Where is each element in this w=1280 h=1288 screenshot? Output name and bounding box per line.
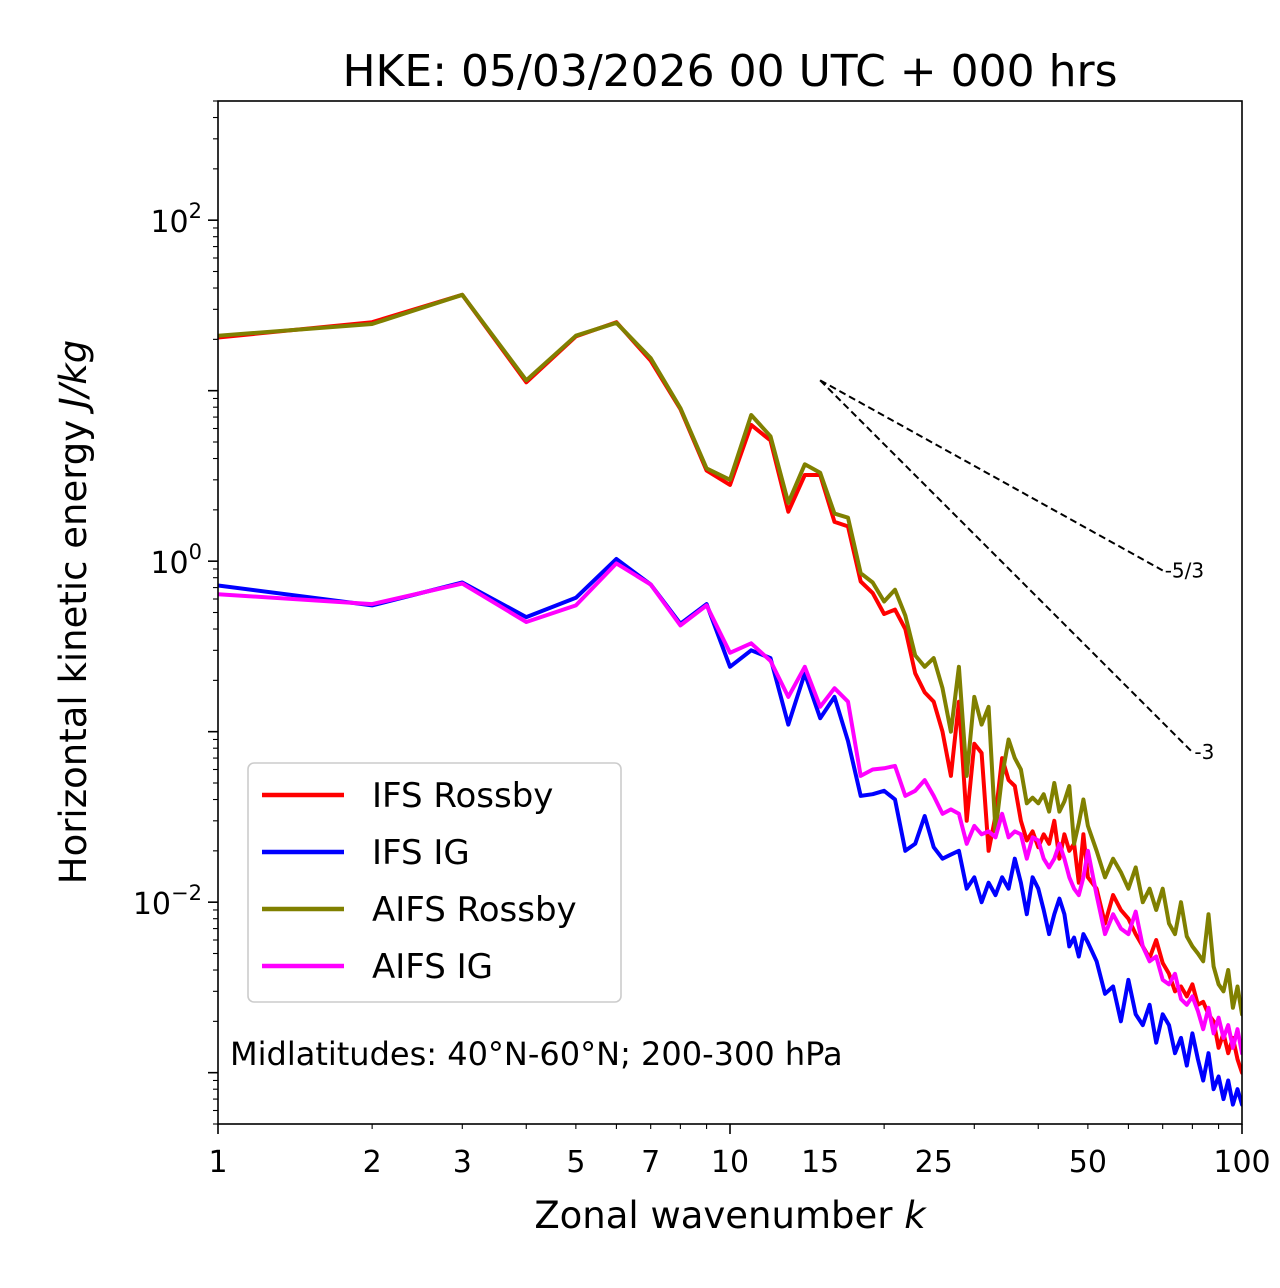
y-tick-label: 100: [150, 540, 202, 581]
y-tick-label: 102: [150, 199, 202, 240]
y-axis-ticks: 102 100 10−2: [133, 100, 218, 1125]
x-tick-label: 25: [915, 1145, 953, 1180]
y-axis-title-unit: J/kg: [52, 340, 95, 415]
x-axis-ticks: 1 2 3 5 7 10 15 25 50 100: [208, 1124, 1271, 1180]
legend-frame: [247, 762, 622, 1003]
x-tick-label: 5: [566, 1145, 585, 1180]
y-axis-title-text: Horizontal kinetic energy: [52, 408, 95, 884]
region-annotation: Midlatitudes: 40°N-60°N; 200-300 hPa: [230, 1035, 843, 1073]
y-tick-label: 10−2: [133, 881, 202, 922]
legend: IFS Rossby IFS IG AIFS Rossby AIFS IG: [247, 762, 622, 1003]
x-axis-title-var: k: [904, 1194, 927, 1237]
x-tick-label: 15: [801, 1145, 839, 1180]
x-tick-label: 50: [1069, 1145, 1107, 1180]
x-axis-title: Zonal wavenumber k: [534, 1194, 927, 1237]
x-axis-title-text: Zonal wavenumber: [534, 1194, 904, 1237]
series-line-aifs-rossby: [218, 292, 1242, 1017]
x-tick-label: 7: [641, 1145, 660, 1180]
x-tick-label: 100: [1213, 1145, 1270, 1180]
reference-lines: -5/3 -3: [819, 379, 1214, 764]
series-line-ifs-ig: [218, 557, 1242, 1107]
x-tick-label: 1: [208, 1145, 227, 1180]
legend-label: IFS Rossby: [372, 776, 553, 816]
legend-label: AIFS Rossby: [372, 890, 577, 930]
reference-slope-label: -3: [1194, 740, 1214, 764]
reference-slope-label: -5/3: [1165, 558, 1204, 582]
series-line-aifs-ig: [218, 561, 1242, 1056]
legend-label: IFS IG: [372, 833, 470, 873]
legend-label: AIFS IG: [372, 947, 493, 987]
x-tick-label: 3: [453, 1145, 472, 1180]
series-layer: [218, 292, 1242, 1107]
chart-title: HKE: 05/03/2026 00 UTC + 000 hrs: [342, 46, 1117, 97]
y-axis-title: Horizontal kinetic energy J/kg: [52, 340, 95, 884]
x-tick-label: 2: [363, 1145, 382, 1180]
x-tick-label: 10: [711, 1145, 749, 1180]
